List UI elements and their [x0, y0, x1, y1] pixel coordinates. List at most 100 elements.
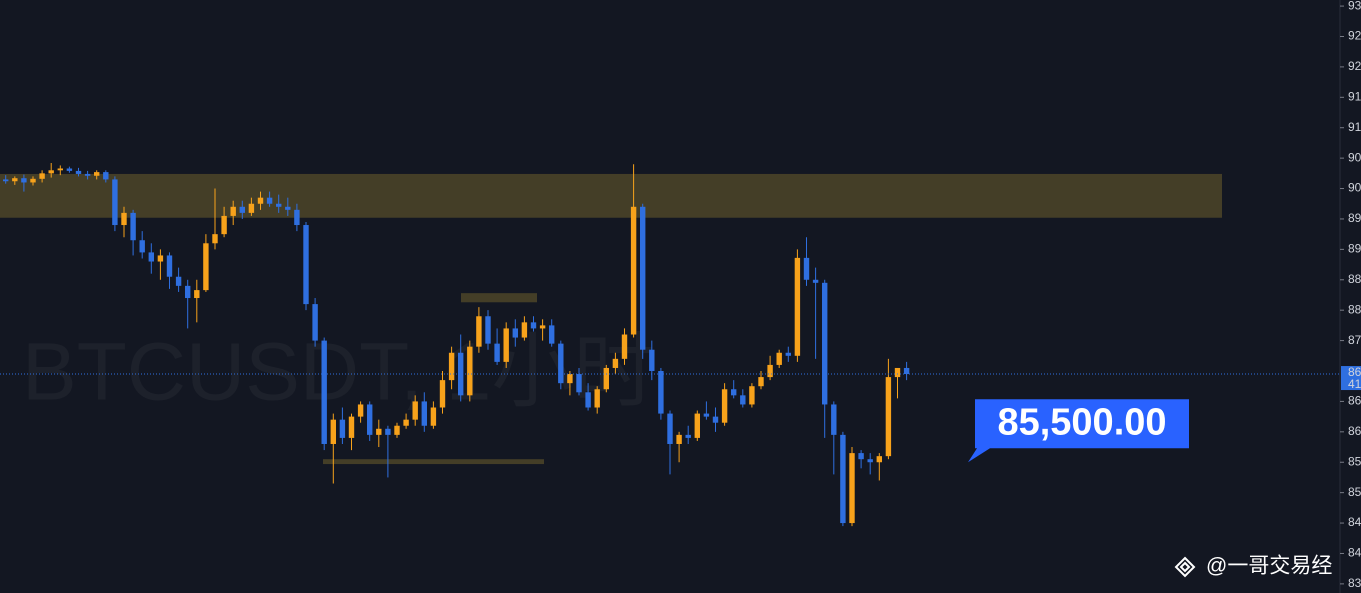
y-tick-label: 92 [1348, 59, 1361, 73]
candle-body [30, 178, 36, 183]
last-price-label: 86 [1348, 365, 1361, 379]
candle-body [285, 206, 291, 210]
candle-body [667, 413, 673, 444]
candle-body [812, 279, 819, 283]
candle-body [321, 340, 327, 444]
y-tick-label: 91 [1348, 89, 1361, 103]
plot [0, 162, 1222, 527]
candle-body [212, 234, 218, 244]
candle-body [685, 434, 691, 438]
candle-body [785, 352, 791, 356]
annotation-label: 85,500.00 [997, 401, 1166, 443]
candle-body [822, 282, 828, 405]
candle-body [558, 343, 564, 384]
candle-body [894, 367, 901, 378]
candle-body [512, 328, 518, 338]
y-tick-label: 93 [1348, 0, 1361, 12]
candle-body [594, 389, 600, 408]
candle-body [257, 197, 264, 204]
candle-body [503, 328, 509, 362]
candle-body [549, 325, 555, 344]
candle-body [21, 178, 27, 183]
candle-body [221, 215, 227, 235]
candle-body [630, 206, 637, 335]
countdown-label: 41 [1348, 377, 1361, 391]
candle-body [203, 243, 209, 291]
candle-body [494, 343, 500, 362]
candle-body [694, 413, 700, 438]
candle-body [148, 252, 154, 262]
y-tick-label: 89 [1348, 211, 1361, 225]
candle-body [39, 173, 45, 179]
candle-body [139, 240, 145, 253]
candle-body [412, 401, 418, 420]
candle-body [376, 428, 382, 435]
candle-body [394, 425, 400, 435]
y-tick-label: 87 [1348, 333, 1361, 347]
candle-body [485, 316, 491, 344]
candle-body [185, 285, 191, 299]
candle-body [476, 316, 482, 347]
y-tick-label: 85 [1348, 454, 1361, 468]
candle-body [157, 255, 164, 262]
candle-body [740, 395, 746, 405]
y-tick-label: 84 [1348, 546, 1361, 560]
candle-body [521, 322, 528, 338]
candle-body [721, 389, 728, 423]
candle-body [294, 209, 300, 226]
y-tick-label: 92 [1348, 29, 1361, 43]
zone [0, 173, 1222, 218]
candle-body [348, 416, 355, 438]
candle-body [794, 257, 801, 356]
candle-body [776, 352, 782, 365]
y-tick-label: 84 [1348, 515, 1361, 529]
zone [323, 459, 544, 465]
candle-body [239, 206, 245, 213]
candle-body [194, 290, 200, 299]
credit-icon [1174, 556, 1196, 578]
annotation-box [968, 399, 1189, 463]
candle-body [66, 168, 73, 171]
candle-body [339, 419, 346, 438]
y-tick-label: 83 [1348, 576, 1361, 590]
candle-body [175, 276, 182, 286]
last-price-tag [1341, 366, 1361, 391]
y-tick-label: 91 [1348, 120, 1361, 134]
candle-body [876, 456, 882, 463]
candle-body [731, 389, 737, 396]
candle-body [103, 172, 109, 180]
y-tick-label: 88 [1348, 272, 1361, 286]
candle-body [75, 170, 82, 174]
candle-body [649, 349, 655, 372]
candle-body [166, 255, 173, 277]
candle-body [330, 419, 336, 444]
candle-body [612, 358, 619, 368]
candle-body [48, 170, 54, 174]
candle-body [276, 203, 282, 207]
candle-body [749, 386, 755, 405]
candle-body [312, 304, 318, 341]
candle-body [703, 413, 710, 417]
credit: @一哥交易经 [1206, 555, 1332, 578]
candle-body [357, 404, 364, 417]
candle-body [867, 459, 873, 463]
candle-body [840, 434, 846, 524]
candle-body [758, 377, 764, 387]
candle-body [57, 168, 63, 171]
candle-body [621, 334, 628, 359]
candle-body [712, 416, 719, 423]
candle-body [94, 172, 100, 176]
candle-body [385, 428, 391, 435]
candle-body [303, 225, 309, 305]
candle-body [367, 404, 373, 435]
candle-body [439, 380, 446, 408]
candle-body [676, 434, 682, 444]
candle-body [3, 179, 9, 182]
candle-body [603, 367, 609, 390]
candle-body [530, 322, 537, 329]
candle-body [885, 377, 892, 457]
candle-body [12, 178, 18, 182]
candle-body [458, 352, 464, 396]
candle-body [640, 206, 646, 350]
